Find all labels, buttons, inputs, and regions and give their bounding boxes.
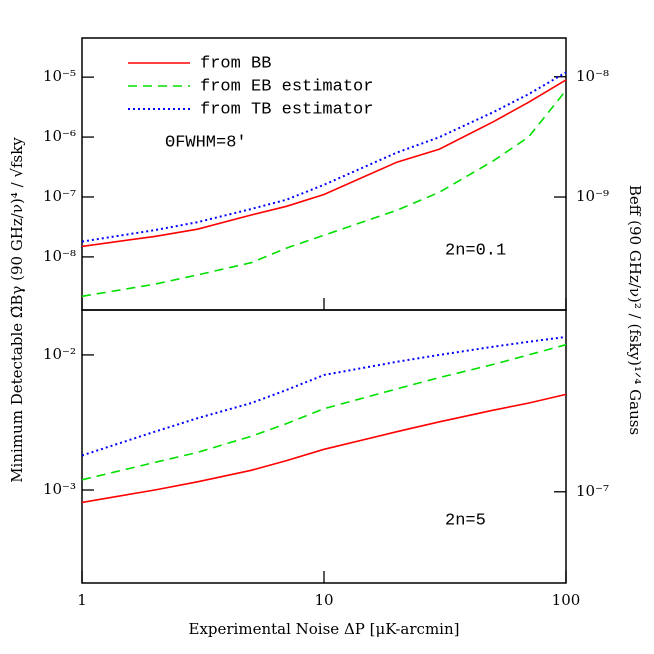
y-tick-label: 10⁻³ [43,480,76,498]
x-tick-label: 100 [552,591,581,609]
series-line [81,89,567,298]
series-line [81,335,567,457]
series-line [81,343,567,481]
series-line [81,79,567,248]
y2-tick-label: 10⁻⁸ [576,67,609,85]
y2-tick-label: 10⁻⁷ [576,482,609,500]
y-tick-label: 10⁻⁸ [43,247,76,265]
legend-label: from EB estimator [200,77,373,96]
x-tick-label: 1 [77,591,87,609]
series-line [81,71,567,243]
y-tick-label: 10⁻² [43,345,76,363]
plot-frame [81,309,567,584]
annotation: 2n=0.1 [445,241,506,260]
legend-label: from TB estimator [200,100,373,119]
series-line [81,393,567,504]
annotation: 2n=5 [445,511,486,530]
legend-label: from BB [200,54,271,73]
y-tick-label: 10⁻⁵ [43,67,76,85]
annotation: ΘFWHM=8' [165,133,247,152]
y-tick-label: 10⁻⁶ [43,127,76,145]
x-tick-label: 10 [314,591,333,609]
y2-axis-label: Beff (90 GHz/ν)² / (fsky)¹ᐟ⁴ Gauss [626,185,644,435]
x-axis-label: Experimental Noise ΔP [μK-arcmin] [189,620,460,638]
y2-tick-label: 10⁻⁹ [576,187,609,205]
y-tick-label: 10⁻⁷ [43,187,76,205]
y-axis-label: Minimum Detectable Ω̃Bγ (90 GHz/ν)⁴ / √f… [8,137,26,483]
